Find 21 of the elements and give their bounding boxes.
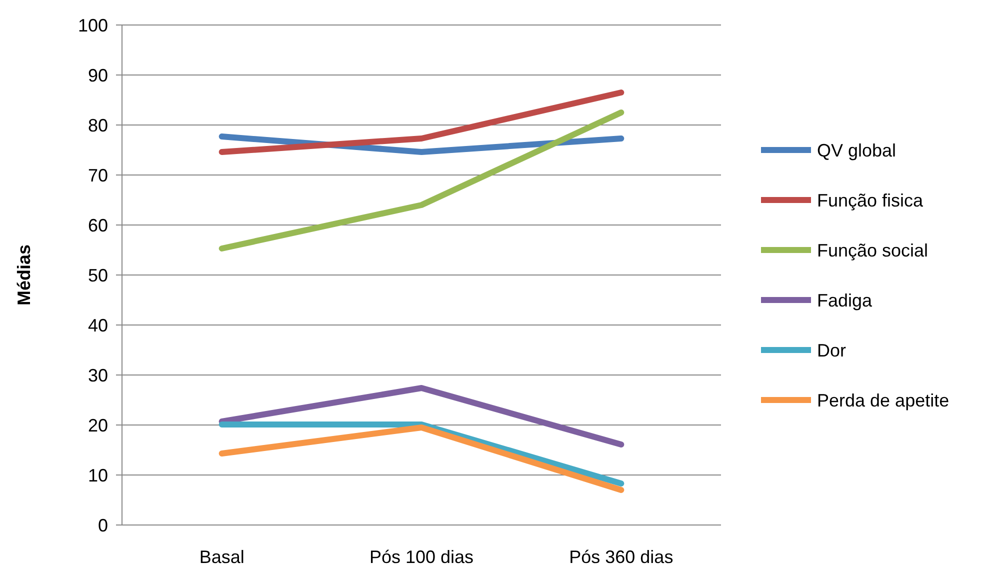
legend-label: QV global: [817, 140, 896, 160]
y-axis-title: Médias: [14, 244, 34, 306]
y-tick-label: 20: [88, 415, 108, 436]
y-tick-label: 30: [88, 365, 108, 386]
x-tick-label: Pós 100 dias: [369, 547, 474, 567]
legend-label: Dor: [817, 340, 846, 360]
y-tick-label: 70: [88, 165, 108, 186]
legend-label: Função social: [817, 240, 928, 260]
legend-label: Fadiga: [817, 290, 874, 310]
x-tick-label: Basal: [199, 547, 244, 567]
y-tick-label: 40: [88, 315, 108, 336]
x-tick-label: Pós 360 dias: [569, 547, 674, 567]
y-tick-label: 50: [88, 265, 108, 286]
legend-label: Função fisica: [817, 190, 924, 210]
legend-label: Perda de apetite: [817, 390, 950, 410]
y-tick-label: 10: [88, 465, 108, 486]
y-tick-label: 60: [88, 215, 108, 236]
y-tick-label: 100: [78, 15, 108, 36]
y-tick-label: 0: [98, 515, 108, 536]
y-tick-label: 90: [88, 65, 108, 86]
y-tick-label: 80: [88, 115, 108, 136]
